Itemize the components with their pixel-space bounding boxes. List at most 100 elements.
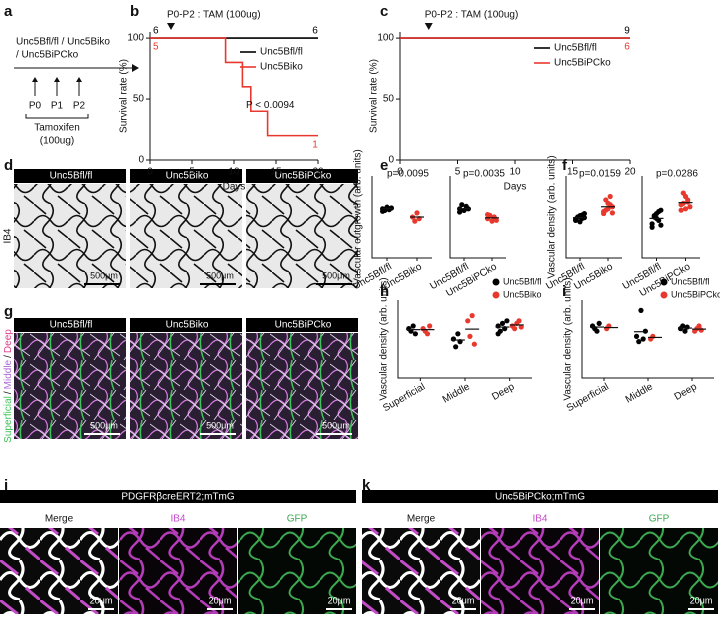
retina-image [14, 333, 126, 439]
data-point [680, 190, 686, 196]
p-value: p=0.0035 [463, 169, 505, 180]
data-point [504, 318, 510, 324]
panel-label: f [562, 157, 568, 174]
data-point [465, 318, 471, 324]
x-tick-label: 5 [455, 167, 461, 178]
data-point [427, 323, 433, 329]
data-point [410, 323, 416, 329]
header-bar [130, 318, 242, 332]
panel-label: e [380, 157, 388, 174]
header-bar [14, 318, 126, 332]
x-tick-label: 15 [270, 167, 282, 178]
x-tick-label: 0 [147, 167, 153, 178]
x-tick-label: Middle [624, 381, 655, 405]
arrow-head [32, 77, 38, 82]
arrow-head [54, 77, 60, 82]
axes [397, 300, 532, 379]
header-bar [246, 318, 358, 332]
y-axis-label: Vascular density (arb. units) [379, 277, 390, 400]
retina-image [246, 333, 358, 439]
micrograph [362, 528, 480, 614]
data-point [414, 210, 420, 216]
y-tick-label: 0 [138, 155, 144, 166]
axes [581, 300, 714, 379]
treatment-marker [167, 23, 175, 30]
data-point [649, 221, 655, 227]
retina-image [130, 184, 242, 288]
micrograph [600, 528, 718, 614]
genotype-line: Unc5Bfl/fl / Unc5Biko [16, 37, 110, 48]
treatment-marker [424, 23, 433, 30]
data-point [380, 208, 386, 214]
stain-name: Deep [3, 329, 14, 353]
data-point [682, 206, 689, 212]
scale-label: 500μm [206, 270, 234, 280]
data-point [685, 199, 691, 205]
micrograph [0, 528, 118, 614]
treatment-label: P0-P2 : TAM (100ug) [425, 10, 519, 21]
panel-label: c [380, 3, 388, 20]
data-point [469, 313, 475, 319]
bracket [25, 114, 89, 119]
separator: / [3, 355, 14, 358]
scale-label: 500μm [322, 420, 350, 430]
x-tick-label: 15 [567, 167, 579, 178]
data-point [601, 208, 607, 215]
data-point [459, 202, 465, 208]
p-value: p=0.0159 [579, 169, 621, 180]
data-point [516, 318, 522, 324]
y-axis-label: Survival rate (%) [369, 59, 380, 133]
data-point [682, 328, 688, 334]
data-point [605, 206, 611, 212]
y-tick-label: 100 [127, 33, 144, 44]
data-point [388, 205, 394, 211]
channel-label: IB4 [532, 514, 547, 525]
image-header: Unc5BiPCko;mTmG [495, 492, 585, 503]
legend-label: Unc5BiPCko [671, 289, 720, 299]
data-point [607, 193, 613, 200]
panel-label: g [4, 303, 13, 320]
data-point [678, 202, 684, 208]
y-tick-label: 50 [133, 94, 145, 105]
retina-image [130, 333, 242, 439]
scale-label: 500μm [90, 270, 118, 280]
axes [449, 176, 506, 259]
stain-name: Superficial [3, 396, 14, 443]
legend-swatch [492, 291, 500, 299]
data-point [457, 209, 463, 215]
legend-swatch [492, 278, 500, 286]
data-point [412, 331, 418, 337]
legend-label: Unc5Bfl/fl [671, 276, 710, 286]
micrograph [238, 528, 356, 614]
data-point [650, 333, 656, 339]
y-tick-label: 0 [388, 155, 394, 166]
header-bar [0, 490, 356, 503]
drug-label: (100ug) [40, 136, 74, 147]
data-point [636, 339, 642, 345]
channel-label: GFP [649, 514, 670, 525]
data-point [609, 210, 616, 216]
scale-label: 500μm [322, 270, 350, 280]
header-bar [362, 490, 718, 503]
y-axis-label: Vascular outgrowth (arb. units) [353, 149, 364, 284]
data-point [424, 331, 431, 337]
drug-label: Tamoxifen [34, 123, 80, 134]
p-value: p=0.0095 [387, 169, 429, 180]
data-point [485, 211, 491, 218]
data-point [684, 324, 690, 330]
legend-swatch [660, 278, 668, 286]
data-point [596, 320, 602, 326]
x-tick-label: 0 [397, 167, 403, 178]
data-point [495, 331, 501, 337]
image-header: Unc5Biko [166, 320, 209, 331]
p-value: p=0.0286 [656, 169, 698, 180]
arrow-head [76, 77, 82, 82]
y-axis-label: Survival rate (%) [119, 59, 130, 133]
retina-image [14, 184, 126, 288]
p-value: P < 0.0094 [246, 100, 295, 111]
panel-label: h [380, 283, 389, 300]
legend-label: Unc5Biko [260, 62, 303, 73]
data-point [467, 333, 473, 339]
data-point [603, 197, 609, 203]
data-point [471, 341, 477, 347]
